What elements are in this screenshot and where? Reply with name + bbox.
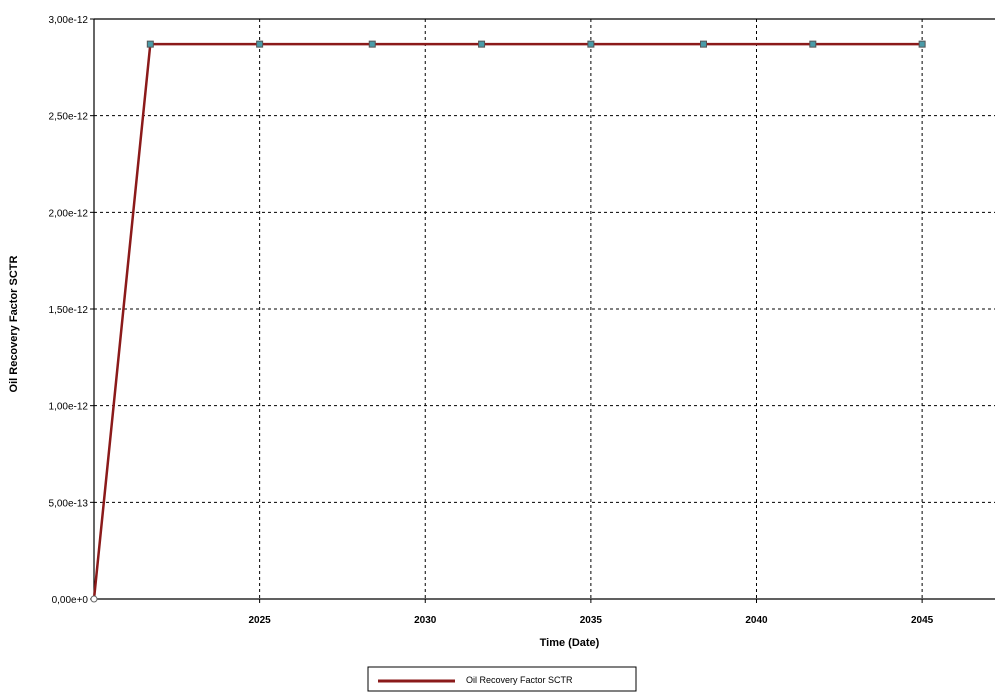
series-point [368,40,376,48]
x-tick-label: 2025 [249,615,272,626]
legend-label: Oil Recovery Factor SCTR [466,675,573,685]
y-tick-labels: 0,00e+0 5,00e-13 1,00e-12 1,50e-12 2,00e-12 2… [49,15,89,606]
grid-layer [94,18,995,599]
legend: Oil Recovery Factor SCTR [367,666,637,692]
legend-box [367,666,637,692]
series-point [256,40,264,48]
series-point [90,595,98,603]
series-point [478,40,486,48]
series-point [587,40,595,48]
y-tick-label: 2,00e-12 [49,208,89,219]
x-tick-label: 2030 [414,615,437,626]
y-tick-label: 1,00e-12 [49,402,89,413]
y-tick-label: 5,00e-13 [49,498,89,509]
y-tick-label: 3,00e-12 [49,15,89,26]
x-tick-label: 2035 [580,615,603,626]
series-point [809,40,817,48]
y-axis-label: Oil Recovery Factor SCTR [8,255,20,392]
y-tick-label: 2,50e-12 [49,112,89,123]
series-point [146,40,154,48]
x-tick-label: 2045 [911,615,934,626]
y-tick-label: 0,00e+0 [52,595,89,606]
x-axis-label: Time (Date) [540,637,600,649]
x-tick-label: 2040 [745,615,768,626]
series-layer [90,40,926,603]
axes-layer [90,18,995,603]
x-tick-labels: 2025 2030 2035 2040 2045 [249,615,934,626]
series-line [92,42,923,600]
series-point [700,40,707,48]
series-point [918,40,926,48]
y-tick-label: 1,50e-12 [49,305,89,316]
